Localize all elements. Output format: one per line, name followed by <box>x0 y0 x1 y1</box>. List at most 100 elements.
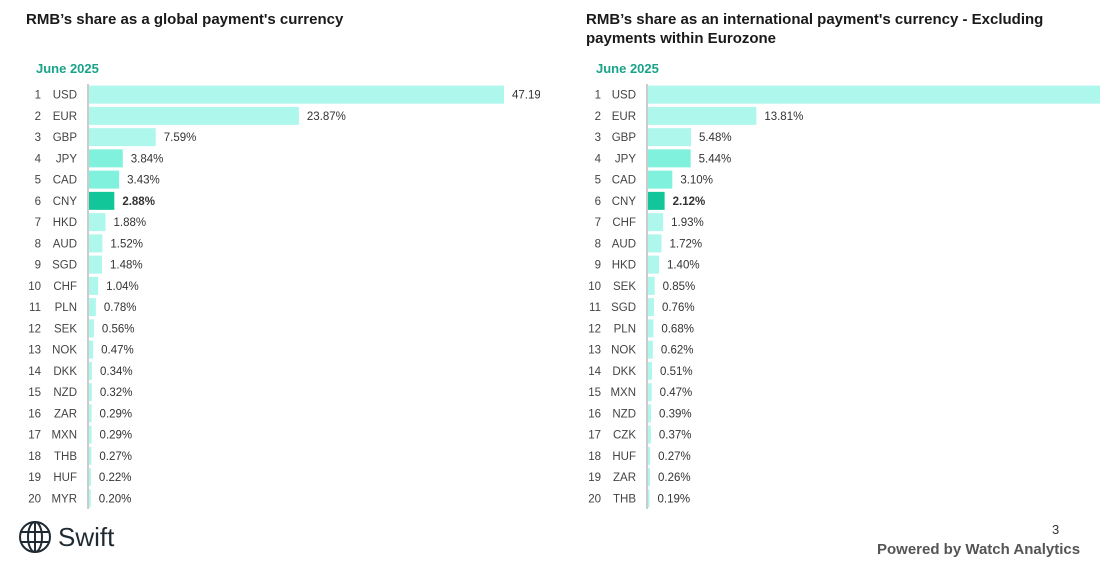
category-label: HKD <box>612 260 636 272</box>
rank-label: 15 <box>28 387 41 399</box>
chart-panel-global: RMB’s share as a global payment's curren… <box>0 0 540 520</box>
rank-label: 6 <box>35 196 41 208</box>
data-label: 3.10% <box>680 175 713 187</box>
rank-label: 5 <box>35 175 41 187</box>
data-label: 1.04% <box>106 281 139 293</box>
bar <box>648 489 650 508</box>
bar <box>89 191 115 210</box>
data-label: 0.27% <box>99 451 132 463</box>
bar <box>89 213 106 232</box>
bar <box>648 446 651 465</box>
rank-label: 7 <box>595 217 601 229</box>
category-label: JPY <box>56 153 77 165</box>
bar <box>89 149 123 168</box>
bar <box>648 468 651 487</box>
data-label: 1.88% <box>114 217 147 229</box>
bar <box>648 85 1100 104</box>
globe-icon <box>19 521 51 553</box>
swift-logo: Swift <box>18 519 114 555</box>
rank-label: 4 <box>35 153 42 165</box>
category-label: NOK <box>611 345 636 357</box>
rank-label: 4 <box>595 153 602 165</box>
bar <box>89 383 92 402</box>
data-label: 0.78% <box>104 302 137 314</box>
category-label: SEK <box>613 281 636 293</box>
category-label: CAD <box>53 175 77 187</box>
data-label: 1.48% <box>110 260 143 272</box>
rank-label: 16 <box>588 408 601 420</box>
category-label: USD <box>53 90 77 102</box>
chart-panel-international: RMB’s share as an international payment'… <box>560 0 1100 520</box>
bar <box>89 85 504 104</box>
rank-label: 12 <box>28 323 41 335</box>
bar <box>648 319 654 338</box>
category-label: CHF <box>53 281 77 293</box>
bar <box>89 234 103 253</box>
bar <box>89 340 94 359</box>
rank-label: 1 <box>35 90 41 102</box>
bar <box>648 425 651 444</box>
category-label: PLN <box>55 302 77 314</box>
category-label: THB <box>54 451 77 463</box>
category-label: SEK <box>54 323 77 335</box>
category-label: DKK <box>612 366 636 378</box>
data-label: 0.76% <box>662 302 695 314</box>
data-label: 1.93% <box>671 217 704 229</box>
category-label: SGD <box>611 302 636 314</box>
bar <box>89 319 94 338</box>
bar-chart-international: 1USD58.39%2EUR13.81%3GBP5.48%4JPY5.44%5C… <box>588 84 1100 509</box>
bar <box>89 128 156 147</box>
category-label: CNY <box>53 196 78 208</box>
rank-label: 9 <box>35 260 41 272</box>
bar <box>89 468 91 487</box>
data-label: 0.37% <box>659 430 692 442</box>
data-label: 1.72% <box>669 238 702 250</box>
rank-label: 2 <box>595 111 601 123</box>
category-label: CHF <box>612 217 636 229</box>
category-label: AUD <box>612 238 636 250</box>
category-label: CNY <box>612 196 637 208</box>
rank-label: 20 <box>588 493 601 505</box>
rank-label: 3 <box>595 132 601 144</box>
rank-label: 20 <box>28 493 41 505</box>
category-label: HUF <box>612 451 636 463</box>
rank-label: 7 <box>35 217 41 229</box>
category-label: PLN <box>614 323 636 335</box>
bar <box>648 170 673 189</box>
rank-label: 1 <box>595 90 601 102</box>
data-label: 0.19% <box>658 493 691 505</box>
bar-chart-global: 1USD47.19%2EUR23.87%3GBP7.59%4JPY3.84%5C… <box>28 84 540 509</box>
powered-by-text: Powered by Watch Analytics <box>877 541 1081 558</box>
bar <box>89 276 99 295</box>
data-label: 0.22% <box>99 472 132 484</box>
rank-label: 18 <box>588 451 601 463</box>
category-label: MYR <box>51 493 77 505</box>
data-label: 0.27% <box>658 451 691 463</box>
category-label: USD <box>612 90 636 102</box>
data-label: 0.56% <box>102 323 135 335</box>
page-number: 3 <box>1052 522 1060 537</box>
rank-label: 11 <box>589 302 601 314</box>
bar <box>648 404 652 423</box>
rank-label: 6 <box>595 196 601 208</box>
bar <box>89 446 92 465</box>
bar <box>648 383 652 402</box>
rank-label: 16 <box>28 408 41 420</box>
category-label: HKD <box>53 217 77 229</box>
bar <box>648 255 659 274</box>
data-label: 5.44% <box>699 153 732 165</box>
data-label: 1.40% <box>667 260 700 272</box>
rank-label: 8 <box>35 238 41 250</box>
bar <box>89 255 103 274</box>
bar <box>648 276 655 295</box>
rank-label: 2 <box>35 111 41 123</box>
category-label: ZAR <box>54 408 77 420</box>
bar <box>89 425 92 444</box>
bar <box>89 298 96 317</box>
data-label: 0.39% <box>659 408 692 420</box>
rank-label: 14 <box>28 366 41 378</box>
rank-label: 19 <box>588 472 601 484</box>
bar <box>648 149 691 168</box>
bar <box>648 340 653 359</box>
data-label: 0.20% <box>99 493 132 505</box>
